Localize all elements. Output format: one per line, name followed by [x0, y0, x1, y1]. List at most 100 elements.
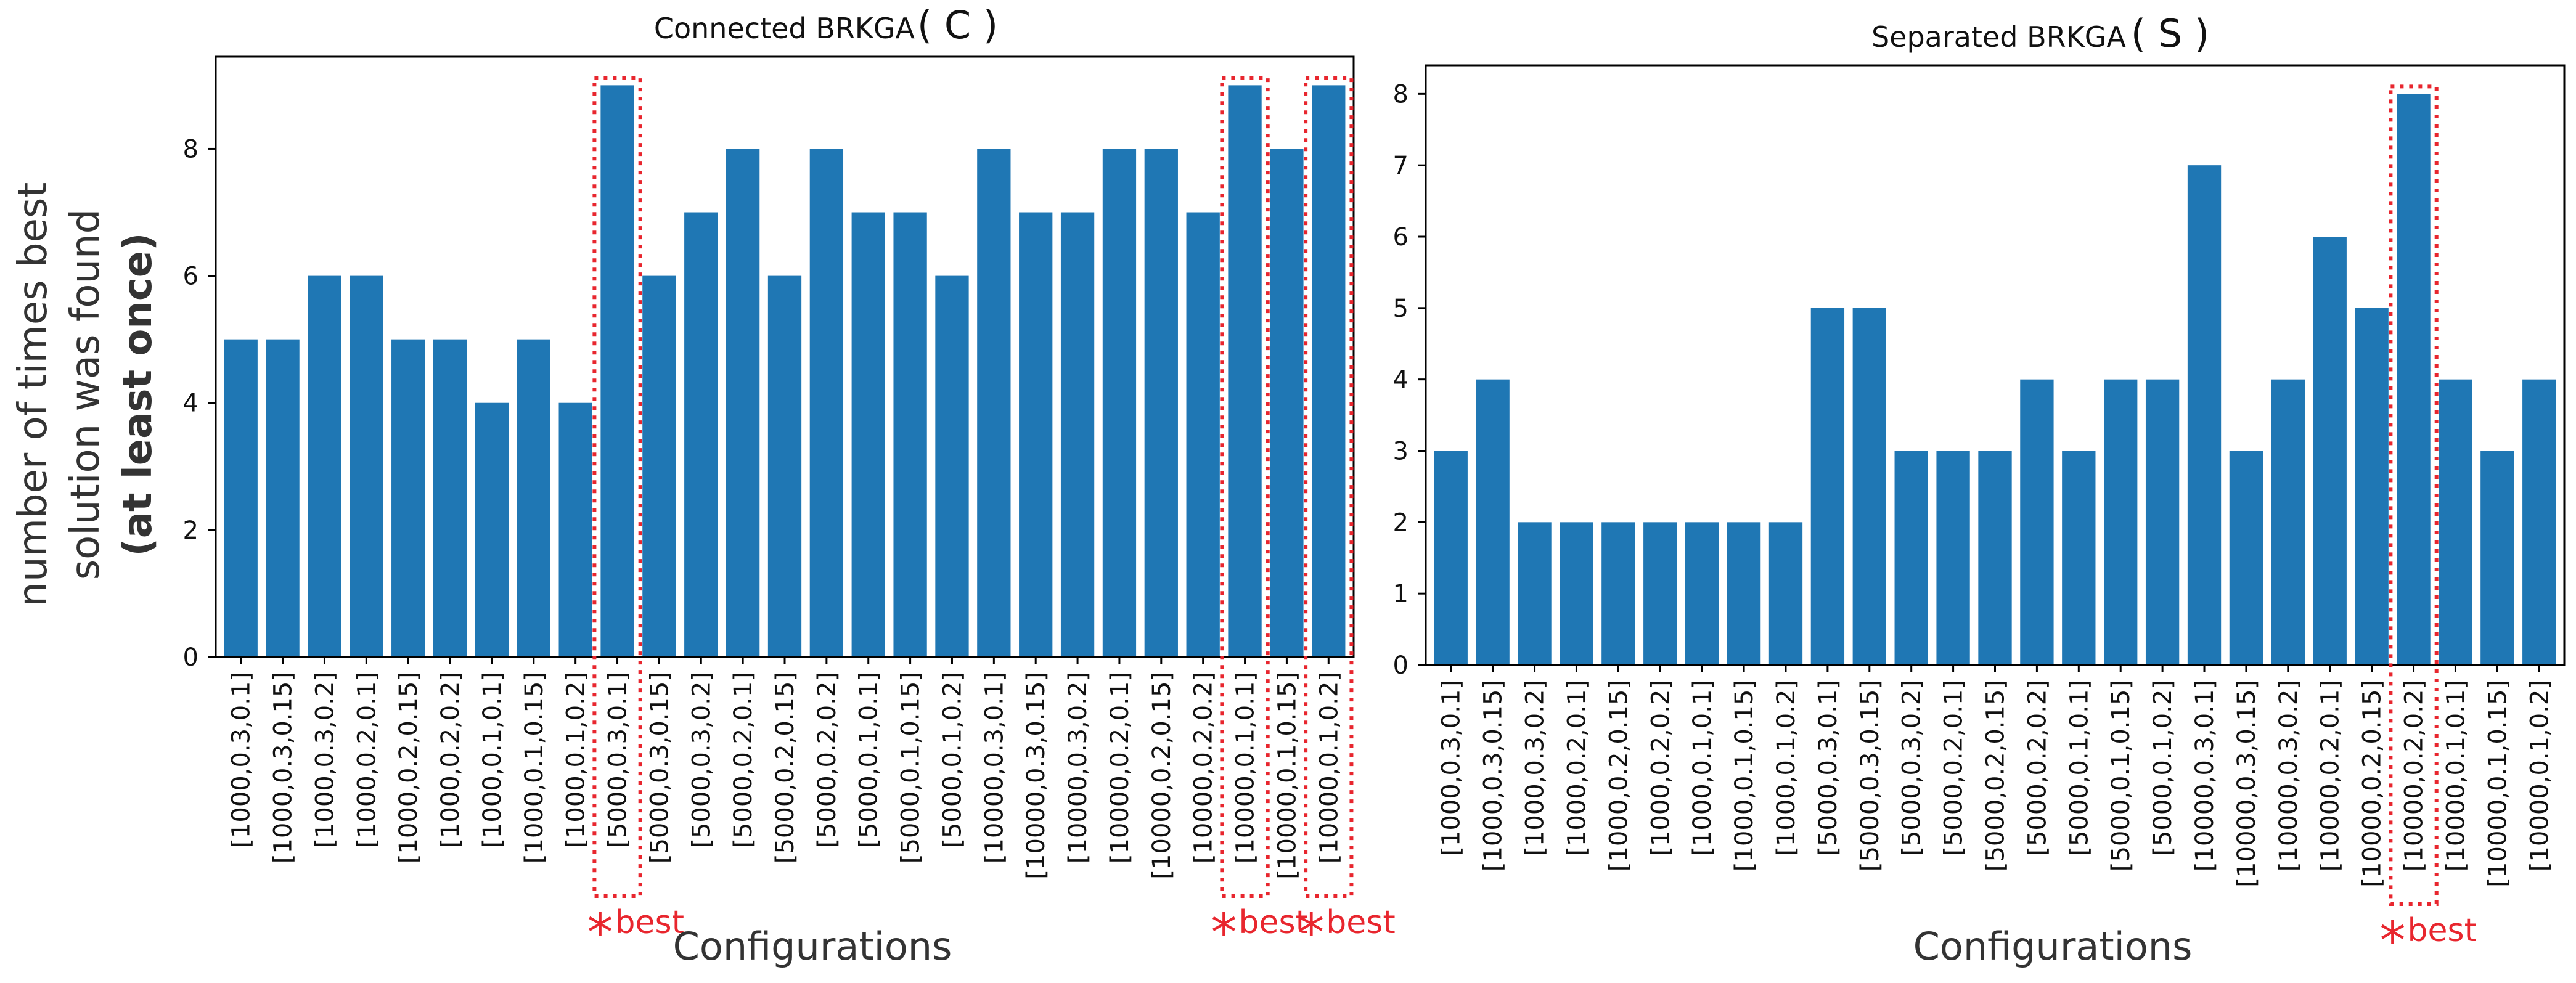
x-tick-label: [5000,0.1,0.1]: [855, 672, 883, 848]
x-tick-label: [1000,0.2,0.1]: [1563, 680, 1591, 856]
y-tick-label: 0: [1393, 651, 1409, 680]
chart-separated: Separated BRKGA( S ) 0 1 2 3 4 5 6 7 8 [1000,0.3,…: [1393, 11, 2566, 971]
x-tick-label: [10000,0.2,0.15]: [1148, 672, 1176, 879]
bar: [1434, 451, 1468, 665]
x-tick-label: [10000,0.2,0.2]: [1190, 672, 1218, 863]
x-tick-label: [5000,0.1,0.15]: [2107, 680, 2135, 871]
x-tick-label: [10000,0.1,0.15]: [1273, 672, 1301, 879]
bar: [517, 339, 550, 657]
x-tick-label: [5000,0.3,0.15]: [1856, 680, 1884, 871]
x-tick-label: [5000,0.3,0.1]: [604, 672, 632, 848]
bar: [851, 212, 885, 657]
chart-title-paren-open: (: [2131, 11, 2158, 56]
bar: [1228, 85, 1262, 657]
y-tick-label: 6: [1393, 223, 1409, 251]
bar: [391, 339, 425, 657]
bar: [2104, 379, 2138, 665]
bar: [1144, 149, 1178, 658]
x-tick-label: [1000,0.3,0.2]: [1521, 680, 1550, 856]
chart-connected: Connected BRKGA( C ) 0 2 4 6 8 [1000,0.3,0.1]…: [183, 2, 1396, 969]
bar: [433, 339, 467, 657]
x-tick-label: [10000,0.2,0.2]: [2400, 680, 2429, 871]
x-tick-label: [5000,0.2,0.2]: [2023, 680, 2051, 856]
x-tick-label: [5000,0.2,0.15]: [771, 672, 799, 863]
x-tick-label: [1000,0.2,0.2]: [1646, 680, 1675, 856]
bar: [1768, 522, 1803, 665]
y-tick-label: 0: [183, 643, 198, 672]
best-highlight-box: [592, 76, 642, 898]
bar: [558, 402, 592, 657]
chart-title-separated: Separated BRKGA( S ): [1871, 11, 2209, 56]
x-tick-label: [10000,0.2,0.1]: [2316, 680, 2345, 871]
bar: [308, 275, 341, 658]
bar: [2271, 379, 2305, 665]
y-tick-label: 8: [183, 135, 198, 163]
bar: [2145, 379, 2180, 665]
x-tick-label: [10000,0.3,0.15]: [2233, 680, 2261, 887]
bar: [1560, 522, 1593, 665]
x-tick-label: [1000,0.2,0.15]: [395, 672, 423, 863]
bar: [1852, 308, 1886, 665]
bar: [1060, 212, 1095, 657]
y-tick-label: 3: [1393, 438, 1409, 466]
chart-title-paren-open: (: [917, 2, 944, 47]
y-axis-label-line3: (at least once): [115, 233, 161, 557]
x-tick-label: [5000,0.1,0.1]: [2065, 680, 2093, 856]
chart-title-paren-close: ): [971, 2, 998, 47]
y-axis-label-line1: number of times best: [10, 182, 56, 607]
best-highlight-box: [1304, 76, 1354, 898]
x-tick-label: [10000,0.2,0.15]: [2358, 680, 2387, 887]
x-tick-label: [1000,0.3,0.2]: [311, 672, 339, 848]
bar: [2313, 237, 2347, 665]
x-tick-label: [10000,0.3,0.1]: [980, 672, 1008, 863]
x-axis-label: Configurations: [673, 924, 952, 969]
bar: [2397, 94, 2431, 666]
x-tick-label: [1000,0.1,0.2]: [562, 672, 591, 848]
bar: [224, 339, 258, 657]
x-tick-label: [10000,0.1,0.2]: [1315, 672, 1343, 863]
x-tick-label: [10000,0.3,0.2]: [1064, 672, 1092, 863]
best-star: *: [2380, 910, 2406, 971]
x-tick-label: [1000,0.1,0.15]: [520, 672, 549, 863]
best-label: best: [1326, 904, 1395, 941]
bar: [2522, 379, 2556, 665]
y-axis-label-line2: solution was found: [63, 209, 108, 580]
y-tick-label: 6: [183, 263, 198, 291]
x-tick-label: [1000,0.3,0.1]: [1437, 680, 1466, 856]
bar: [1518, 522, 1552, 665]
x-tick-label: [5000,0.1,0.15]: [897, 672, 925, 863]
y-tick-label: 4: [183, 390, 198, 418]
x-tick-label: [5000,0.3,0.2]: [687, 672, 716, 848]
y-tick-label: 5: [1393, 295, 1409, 323]
bar: [600, 85, 634, 657]
x-tick-label: [10000,0.1,0.1]: [1232, 672, 1260, 863]
x-tick-label: [5000,0.2,0.15]: [1982, 680, 2010, 871]
x-tick-label: [10000,0.1,0.15]: [2484, 680, 2512, 887]
bar: [1019, 212, 1053, 657]
bar: [726, 149, 760, 658]
x-tick-label: [5000,0.1,0.2]: [938, 672, 967, 848]
bar: [2439, 379, 2472, 665]
x-tick-label: [10000,0.3,0.2]: [2275, 680, 2303, 871]
bar: [2062, 451, 2096, 665]
bar: [2355, 308, 2389, 665]
x-tick-label: [1000,0.3,0.15]: [1479, 680, 1508, 871]
x-tick-label: [1000,0.3,0.15]: [269, 672, 298, 863]
x-tick-label: [5000,0.3,0.2]: [1898, 680, 1926, 856]
bar: [1810, 308, 1845, 665]
bar: [767, 275, 802, 658]
best-star: *: [1298, 902, 1324, 963]
bar: [1312, 85, 1346, 657]
best-highlight-box: [2389, 84, 2439, 906]
best-highlight-box: [1220, 76, 1270, 898]
best-label: best: [615, 904, 684, 941]
y-tick-label: 2: [183, 516, 198, 545]
x-tick-label: [5000,0.3,0.1]: [1814, 680, 1842, 856]
best-label: best: [1239, 904, 1308, 941]
bar: [1601, 522, 1635, 665]
x-tick-label: [1000,0.3,0.1]: [227, 672, 256, 848]
chart-title-paren-close: ): [2182, 11, 2209, 56]
x-tick-label: [1000,0.2,0.1]: [353, 672, 381, 848]
plot-area: 0 1 2 3 4 5 6 7 8 [1000,0.3,0.1] [1000,0.3,0.15] [1…: [1393, 64, 2566, 971]
y-tick-label: 7: [1393, 152, 1409, 180]
